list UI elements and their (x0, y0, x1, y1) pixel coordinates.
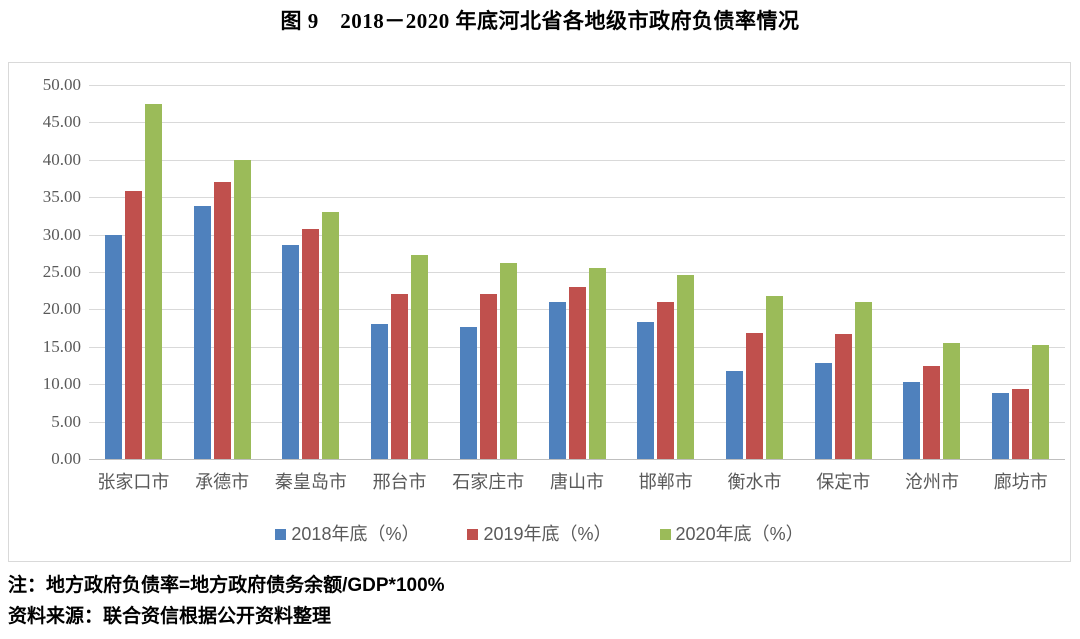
legend-label: 2019年底（%） (483, 524, 612, 544)
bar (677, 275, 695, 459)
bar (854, 301, 872, 459)
x-axis-label: 邯郸市 (638, 472, 693, 492)
bar (766, 295, 783, 459)
y-axis-label: 25.00 (42, 262, 81, 281)
bar-group (533, 85, 622, 459)
bar (992, 393, 1010, 459)
bar-group (888, 85, 977, 459)
bar (213, 182, 231, 459)
legend-swatch-icon (275, 528, 287, 540)
legend-item: 2018年底（%） (275, 523, 419, 545)
bar (548, 301, 566, 459)
bar (499, 263, 517, 459)
y-axis-label: 30.00 (42, 224, 81, 244)
bar (568, 287, 586, 459)
x-axis-label: 保定市 (816, 472, 871, 492)
bar (943, 343, 961, 459)
bar (588, 268, 606, 459)
legend: 2018年底（%） 2019年底（%） 2020年底（%） (9, 523, 1070, 545)
legend-item: 2020年底（%） (659, 523, 804, 545)
bar (814, 363, 832, 459)
legend-swatch-icon (659, 528, 671, 540)
bar-group (976, 85, 1065, 459)
bar (124, 190, 142, 459)
bar (411, 254, 429, 459)
legend-label: 2020年底（%） (675, 524, 804, 544)
x-axis-label: 石家庄市 (452, 472, 525, 492)
bar-group (266, 85, 355, 459)
bar (302, 229, 320, 459)
bar (371, 324, 389, 459)
gridline (89, 272, 1065, 273)
legend-swatch-icon (467, 528, 479, 540)
y-axis-label: 5.00 (51, 411, 81, 431)
bar-group (621, 85, 710, 459)
bar (834, 334, 852, 459)
bar (193, 206, 211, 459)
y-axis-label: 35.00 (42, 187, 81, 207)
bar-group (444, 85, 533, 459)
x-axis-label: 唐山市 (550, 472, 605, 492)
y-axis-label: 15.00 (42, 336, 81, 356)
gridline (89, 85, 1065, 86)
page-title: 图 9 2018－2020 年底河北省各地级市政府负债率情况 (280, 9, 800, 33)
bar-groups (89, 85, 1065, 459)
x-axis-label: 沧州市 (904, 472, 959, 492)
gridline (89, 197, 1065, 199)
gridline (89, 159, 1065, 161)
bar (923, 365, 941, 459)
bar (903, 382, 921, 459)
note-formula: 注：地方政府负债率=地方政府债务余额/GDP*100% (8, 575, 445, 596)
bar-group (89, 85, 178, 459)
legend-item: 2019年底（%） (467, 523, 612, 545)
bar (479, 294, 497, 459)
x-axis-label: 承德市 (195, 472, 250, 492)
bar (459, 326, 477, 459)
x-axis-label: 衡水市 (727, 472, 782, 492)
bar-group (710, 85, 799, 459)
y-axis-label: 10.00 (42, 374, 81, 394)
bar (657, 301, 675, 459)
bar-group (178, 85, 267, 459)
chart-frame: 0.00 5.00 10.00 15.00 20.00 25.00 30.00 35.00 40… (8, 62, 1071, 562)
x-axis-label: 邢台市 (372, 472, 427, 492)
note-source: 资料来源：联合资信根据公开资料整理 (8, 606, 332, 627)
x-axis-line (89, 459, 1065, 460)
bar (637, 322, 655, 459)
gridline (89, 234, 1065, 236)
bar (282, 245, 300, 459)
y-axis-label: 45.00 (42, 112, 81, 132)
y-axis-label: 50.00 (42, 75, 81, 94)
plot-area (89, 85, 1065, 460)
bar (322, 212, 340, 459)
bar (391, 293, 409, 459)
bar (104, 234, 122, 459)
bar-group (355, 85, 444, 459)
bar (144, 103, 162, 459)
bar (726, 370, 743, 459)
bar (1032, 345, 1050, 459)
y-axis-label: 0.00 (51, 449, 81, 468)
legend-label: 2018年底（%） (291, 524, 420, 544)
x-axis: 张家口市 承德市 秦皇岛市 邢台市 石家庄市 唐山市 邯郸市 衡水市 保定市 沧州市 廊坊市 (89, 469, 1065, 495)
gridline (89, 122, 1065, 124)
x-axis-label: 廊坊市 (993, 472, 1048, 492)
y-axis-label: 40.00 (42, 149, 81, 169)
x-axis-label: 秦皇岛市 (274, 472, 347, 492)
bar (746, 333, 763, 459)
x-axis-label: 张家口市 (97, 472, 170, 492)
y-axis-label: 20.00 (42, 299, 81, 319)
bar (233, 159, 251, 459)
bar (1012, 389, 1030, 459)
bar-group (799, 85, 888, 459)
